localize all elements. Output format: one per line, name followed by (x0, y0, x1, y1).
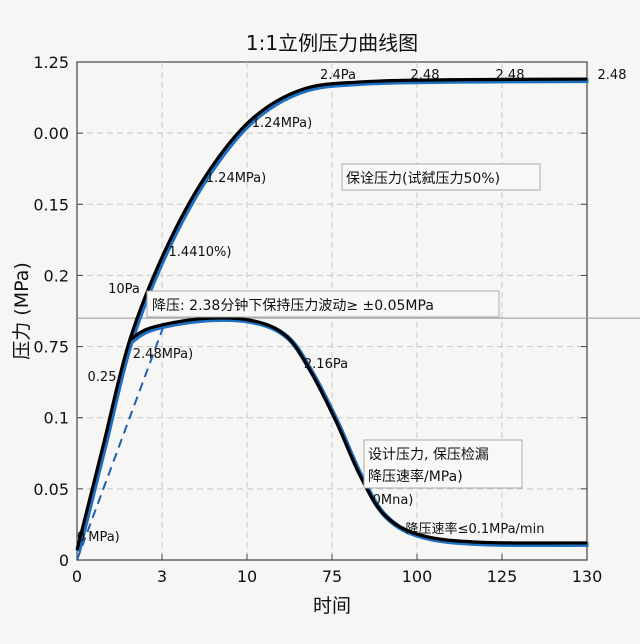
y-tick-label: 0.15 (33, 195, 69, 214)
series-line-shadow (129, 316, 589, 548)
series-line-dashed (76, 327, 164, 561)
x-tick-label: 0 (72, 567, 82, 586)
y-axis-label: 压力 (MPa) (11, 262, 33, 360)
y-tick-label: 0.1 (44, 409, 69, 428)
series-line-2 (128, 316, 588, 545)
annotation-label: 10Pa (108, 282, 140, 297)
annotation-label: 0.25 (88, 370, 117, 385)
annotation-label: 2.16Pa (304, 357, 348, 372)
annotation-box-text: 保诠压力(试弑压力50%) (346, 171, 500, 187)
x-tick-label: 10 (237, 567, 257, 586)
annotation-box (363, 439, 523, 489)
x-axis-label: 时间 (313, 595, 351, 617)
y-tick-label: 0.00 (33, 124, 69, 143)
annotation-label: 2.48 (598, 68, 627, 83)
annotation-box (341, 163, 541, 191)
series-group (75, 77, 589, 561)
annotation-label: 0 (77, 530, 85, 545)
x-tick-label: 130 (572, 567, 603, 586)
chart-title: 1:1立例压力曲线图 (246, 31, 418, 55)
annotation-label: 1.24MPa) (206, 171, 266, 186)
annotation-box (146, 290, 500, 318)
annotation-box-text: 降压: 2.38分钟下保持压力波动≥ ±0.05MPa (152, 297, 434, 314)
annotation-label: 降压速率≤0.1MPa/min (406, 521, 545, 537)
x-tick-label: 75 (322, 567, 342, 586)
y-tick-label: 0.2 (44, 266, 69, 285)
annotation-label: MPa) (88, 530, 120, 545)
x-axis-ticks: 0 3 10 75 100 125 130 (72, 554, 602, 586)
annotation-label: 2.4Pa (320, 68, 356, 83)
annotation-boxes: 保诠压力(试弑压力50%) 降压: 2.38分钟下保持压力波动≥ ±0.05MPa… (146, 163, 541, 489)
y-axis-ticks: 0 0.05 0.1 0.75 0.2 0.15 0.00 1.25 (33, 53, 587, 570)
annotation-box-text: 设计压力, 保压检漏 (368, 447, 489, 463)
annotations: 2.4Pa 2.48 2.48 2.48 1.24MPa) 1.24MPa) 1.4410%… (77, 68, 627, 545)
annotation-box-text: 降压速率/MPa) (368, 468, 463, 485)
annotation-label: 2.48 (496, 68, 525, 83)
y-tick-label: 0.75 (33, 338, 69, 357)
x-tick-label: 3 (157, 567, 167, 586)
annotation-label: 0Mna) (373, 493, 414, 508)
y-tick-label: 0 (59, 551, 69, 570)
x-tick-label: 125 (487, 567, 518, 586)
annotation-label: 1.24MPa) (252, 116, 312, 131)
x-tick-label: 100 (402, 567, 433, 586)
series-line-1 (75, 77, 588, 551)
y-tick-label: 1.25 (33, 53, 69, 72)
annotation-label: 2.48MPa) (133, 347, 193, 362)
annotation-label: 1.4410%) (169, 245, 232, 260)
annotation-label: 2.48 (411, 68, 440, 83)
y-tick-label: 0.05 (33, 480, 69, 499)
